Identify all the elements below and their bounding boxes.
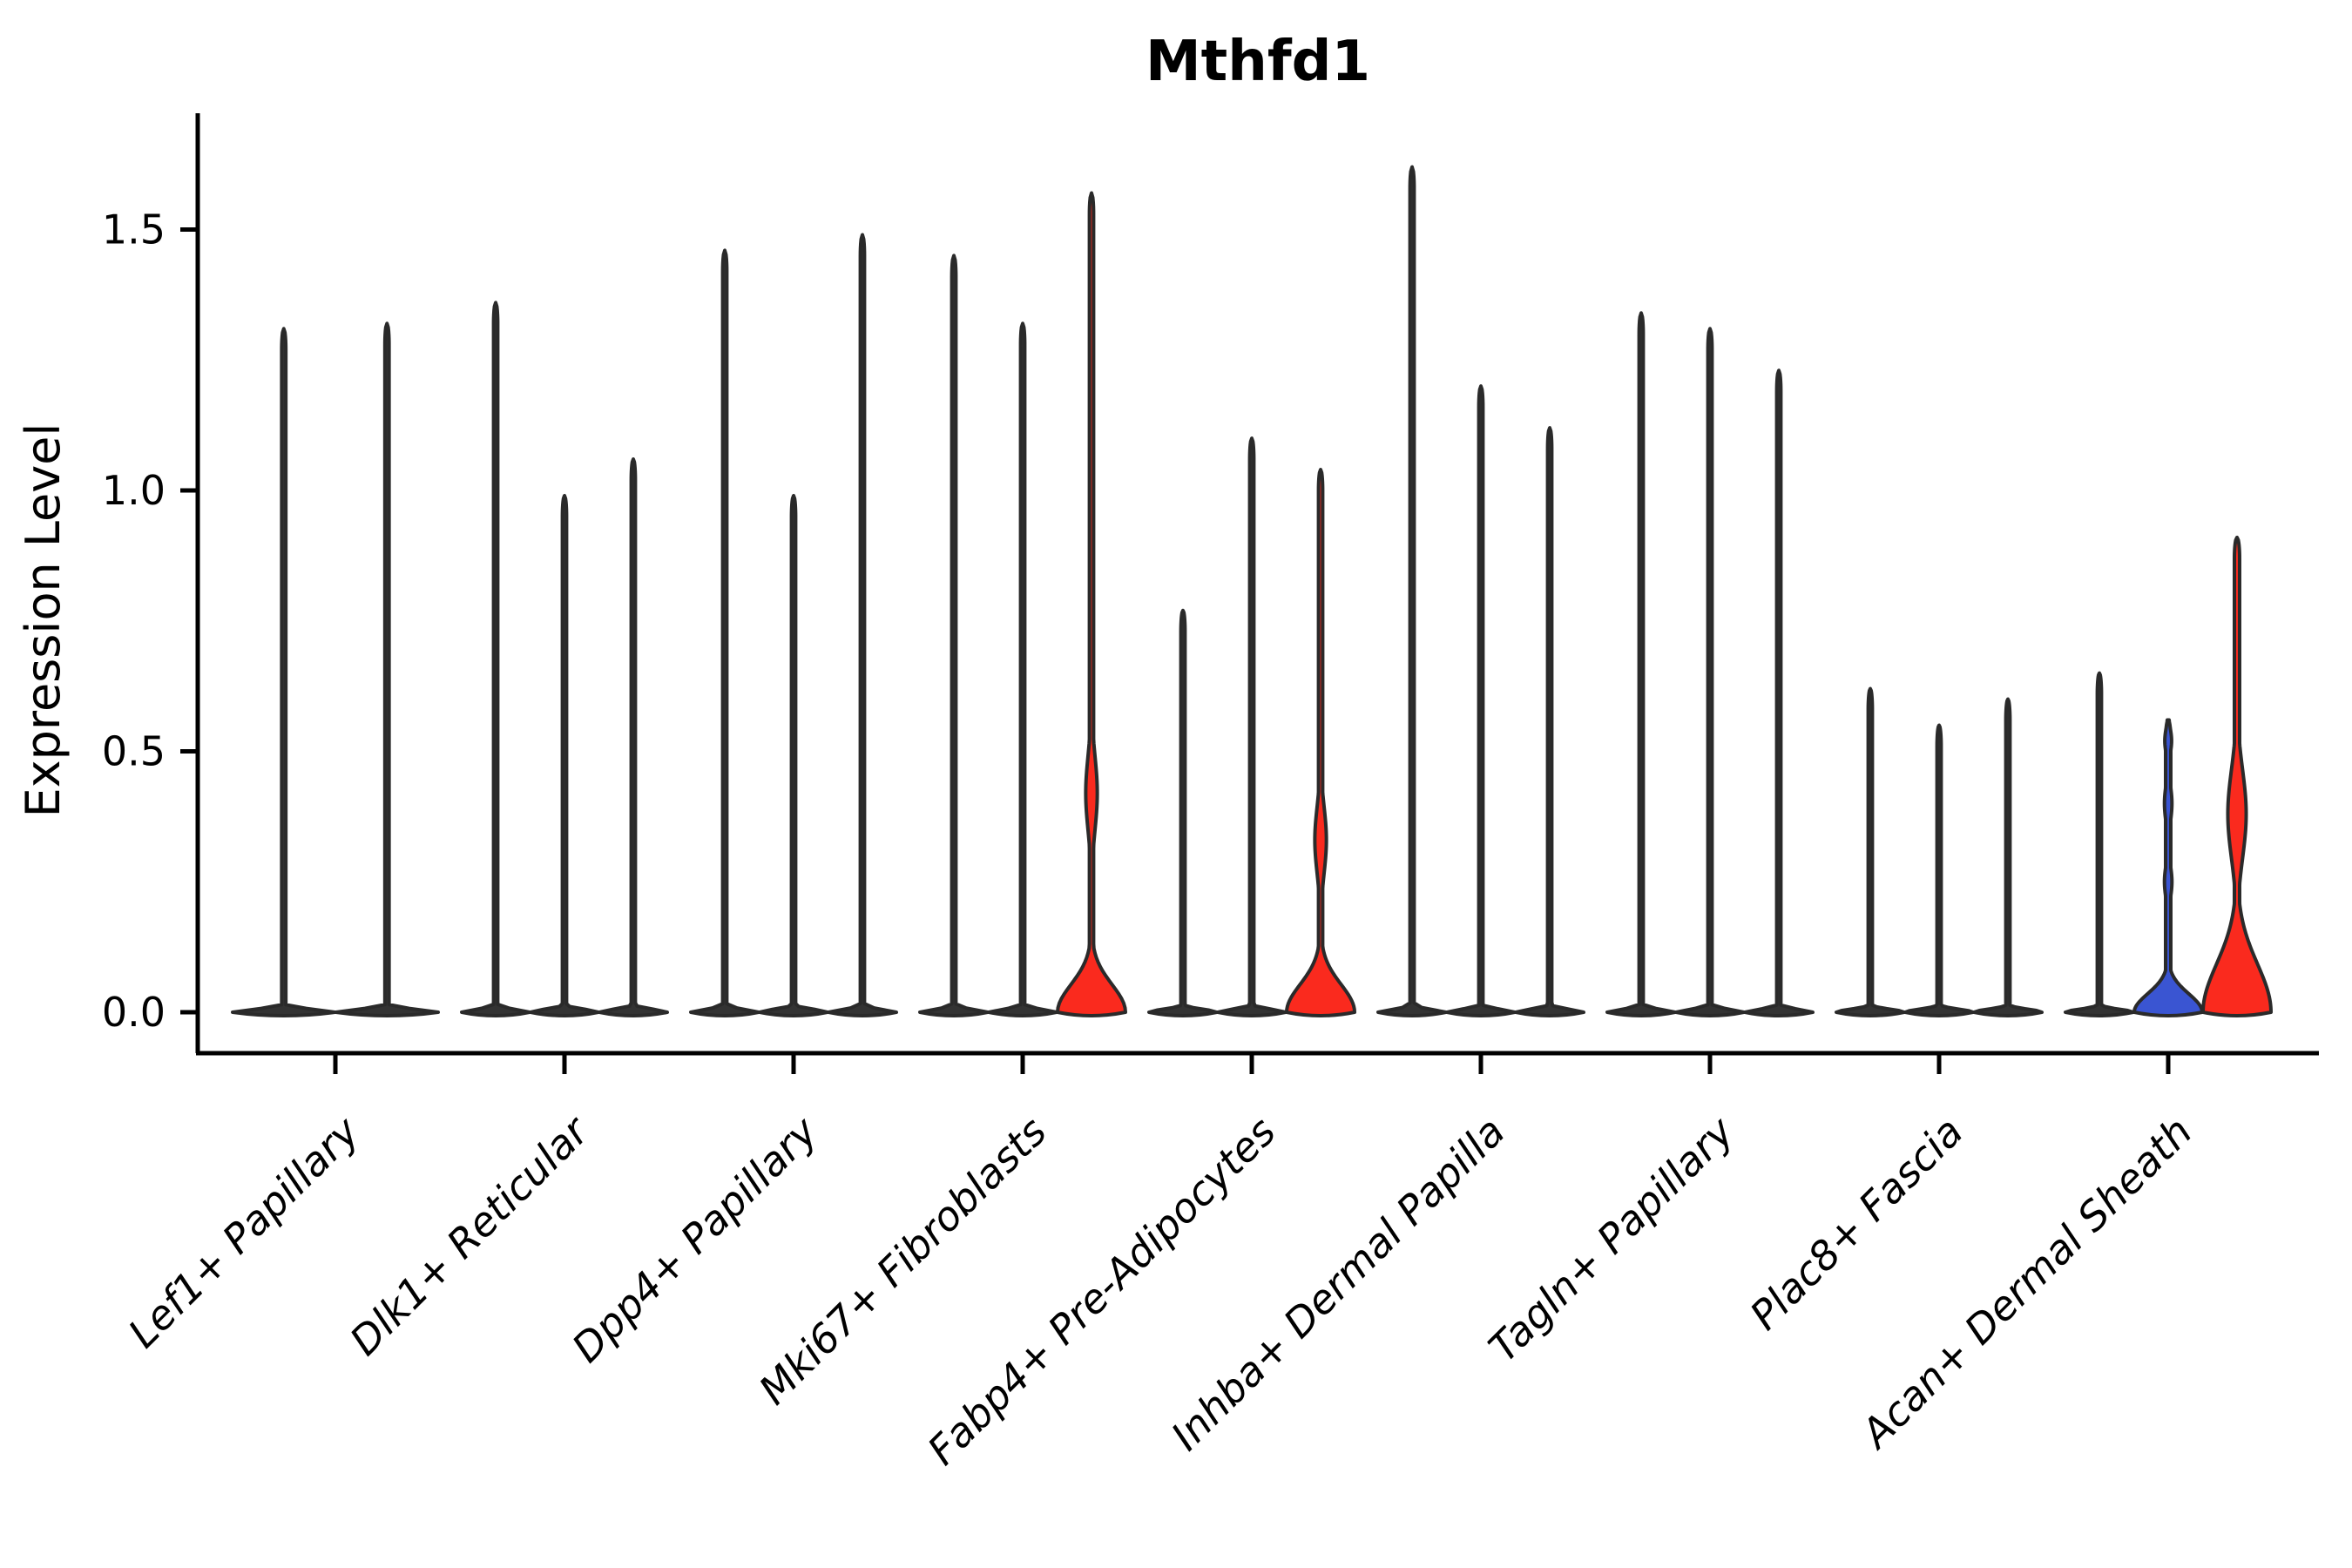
violin-dark <box>1743 368 1815 1017</box>
violin-dark <box>827 233 898 1017</box>
violin-dark <box>1376 165 1448 1017</box>
violin-dark <box>460 301 531 1017</box>
y-tick-label: 1.0 <box>102 467 166 514</box>
violin-red <box>1056 191 1127 1017</box>
axes-layer <box>180 113 2319 1074</box>
violin-dark <box>1835 686 1906 1017</box>
violin-dark <box>918 253 990 1017</box>
y-tick-label: 1.5 <box>102 206 166 253</box>
chart-title: Mthfd1 <box>1146 30 1370 94</box>
violin-dark <box>1147 608 1219 1017</box>
y-tick-label: 0.5 <box>102 728 166 775</box>
violin-dark <box>529 493 600 1017</box>
violin-red <box>2201 535 2273 1017</box>
violin-dark <box>1514 426 1585 1017</box>
violin-dark <box>987 321 1058 1017</box>
violin-dark <box>1972 697 2044 1017</box>
violin-dark <box>1445 384 1517 1017</box>
violin-red <box>1285 468 1356 1017</box>
violin-dark <box>598 457 669 1017</box>
violin-blue <box>2132 718 2204 1017</box>
y-tick-label: 0.0 <box>102 989 166 1036</box>
violins-layer <box>231 165 2273 1017</box>
violin-dark <box>231 327 337 1017</box>
violin-dark <box>2064 671 2135 1017</box>
violin-dark <box>1216 436 1288 1017</box>
y-axis-label: Expression Level <box>16 423 71 818</box>
violin-dark <box>334 321 440 1017</box>
violin-dark <box>689 248 760 1017</box>
violin-dark <box>1903 723 1975 1017</box>
violin-dark <box>1674 327 1746 1017</box>
violin-dark <box>1605 311 1677 1017</box>
violin-dark <box>758 493 829 1017</box>
